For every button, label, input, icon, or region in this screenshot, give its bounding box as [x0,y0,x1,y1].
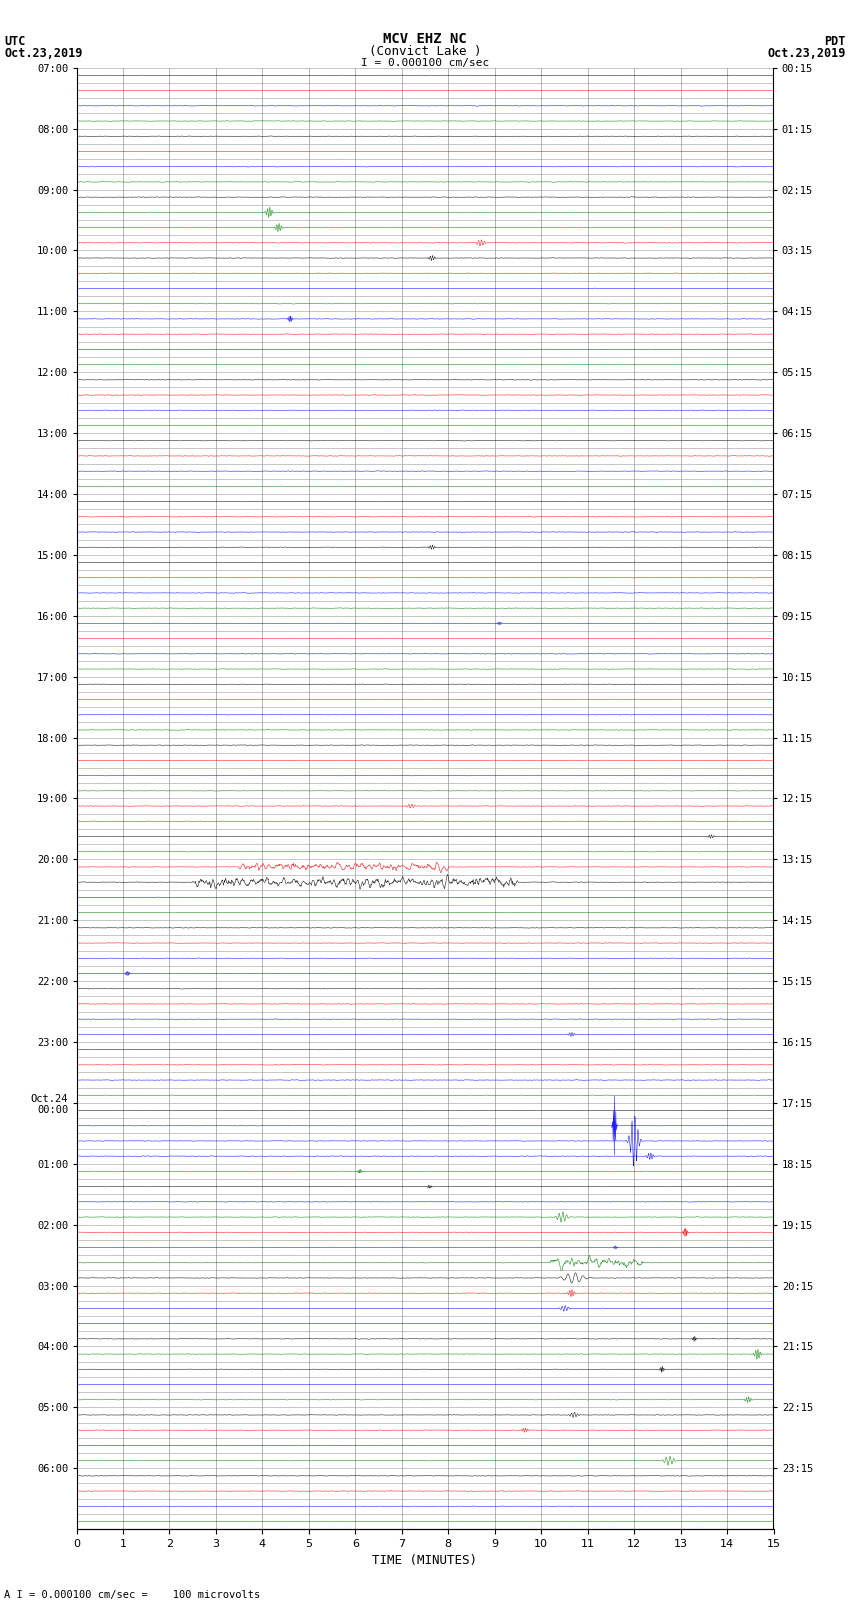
Text: A I = 0.000100 cm/sec =    100 microvolts: A I = 0.000100 cm/sec = 100 microvolts [4,1590,260,1600]
Text: (Convict Lake ): (Convict Lake ) [369,45,481,58]
Text: I = 0.000100 cm/sec: I = 0.000100 cm/sec [361,58,489,68]
Text: MCV EHZ NC: MCV EHZ NC [383,32,467,47]
Text: Oct.23,2019: Oct.23,2019 [768,47,846,60]
Text: UTC: UTC [4,35,26,48]
Text: PDT: PDT [824,35,846,48]
Text: Oct.23,2019: Oct.23,2019 [4,47,82,60]
X-axis label: TIME (MINUTES): TIME (MINUTES) [372,1555,478,1568]
